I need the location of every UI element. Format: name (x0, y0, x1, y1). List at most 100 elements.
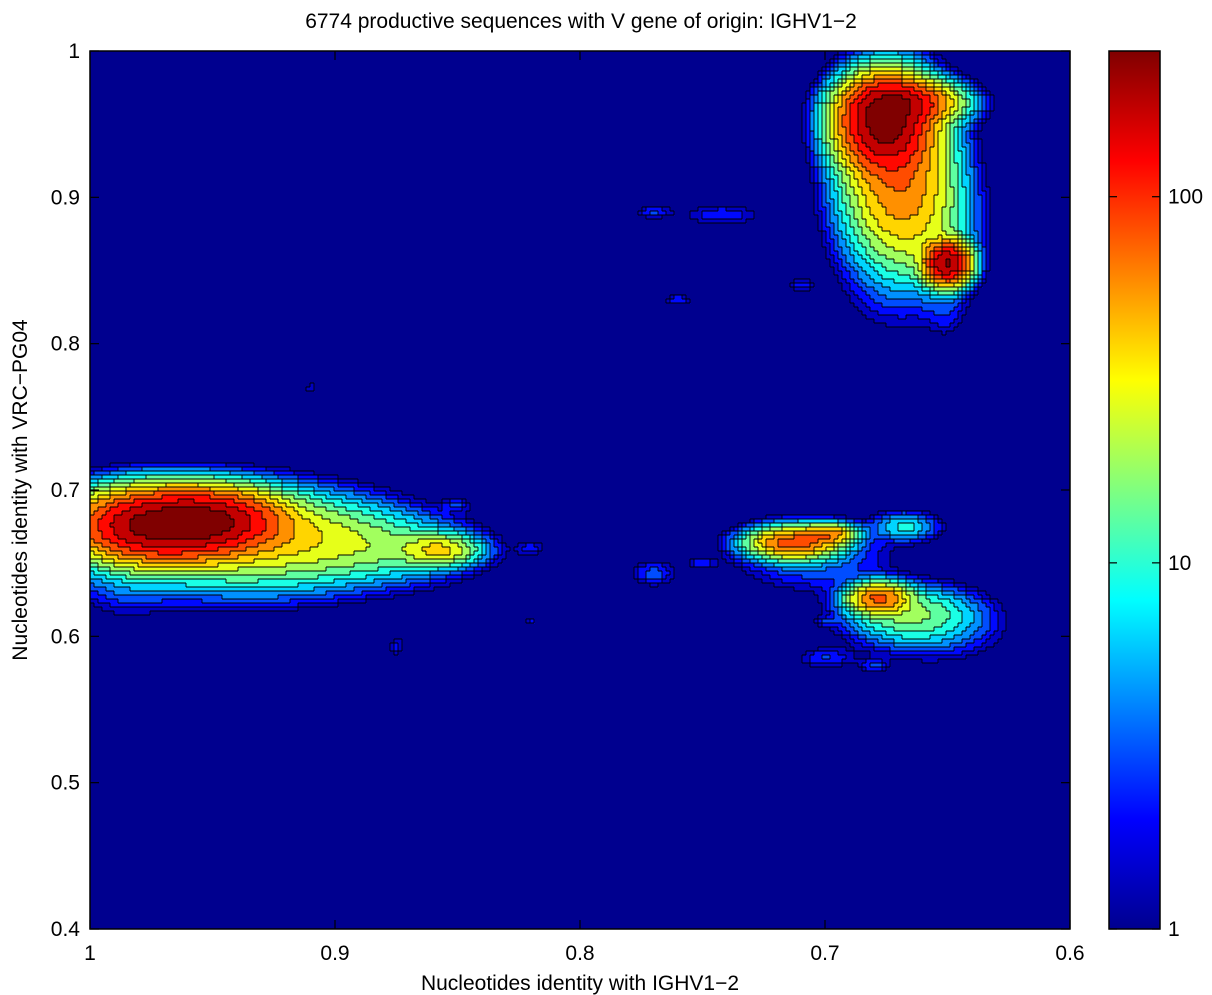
contour-band (430, 583, 451, 588)
contour-band (318, 479, 339, 484)
contour-band (474, 543, 483, 548)
contour-band (926, 607, 947, 612)
contour-band (250, 523, 267, 528)
contour-band (974, 87, 979, 92)
contour-band (470, 551, 475, 556)
contour-band (98, 495, 111, 500)
contour-band (986, 215, 991, 220)
contour-band (842, 71, 847, 76)
contour-band (854, 171, 863, 176)
contour-band (682, 295, 687, 300)
contour-band (966, 283, 971, 288)
contour-band (226, 503, 247, 508)
contour-band (378, 503, 395, 508)
contour-band (850, 195, 859, 200)
contour-band (834, 107, 839, 112)
contour-band (970, 267, 975, 272)
contour-band (866, 195, 879, 200)
contour-band (950, 279, 959, 284)
contour-band (298, 551, 355, 556)
contour-band (910, 179, 927, 184)
contour-band (942, 211, 951, 216)
contour-band (802, 107, 807, 112)
contour-band (818, 143, 823, 148)
x-tick-label: 1 (84, 942, 96, 965)
contour-band (410, 503, 423, 508)
contour-band (878, 163, 907, 168)
contour-band (818, 179, 823, 184)
contour-band (818, 107, 823, 112)
contour-band (858, 155, 867, 160)
contour-band (894, 259, 915, 264)
contour-band (854, 615, 863, 620)
contour-band (450, 571, 463, 576)
contour-band (862, 75, 875, 80)
contour-band (910, 183, 927, 188)
contour-band (298, 583, 347, 588)
contour-band (974, 215, 983, 220)
contour-band (146, 475, 215, 480)
contour-band (870, 59, 903, 64)
contour-band (878, 639, 895, 644)
contour-band (498, 547, 503, 552)
contour-band (850, 527, 855, 532)
contour-band (830, 219, 839, 224)
contour-band (962, 615, 975, 620)
contour-band (934, 143, 939, 148)
contour-band (482, 555, 491, 560)
contour-band (922, 59, 927, 64)
contour-band (882, 515, 891, 520)
contour-band (218, 563, 287, 568)
contour-band (858, 567, 883, 572)
contour-band (850, 287, 863, 292)
contour-band (970, 207, 975, 212)
contour-band (982, 267, 987, 272)
contour-band (814, 151, 819, 156)
contour-band (922, 527, 931, 532)
contour-band (810, 115, 815, 120)
contour-band (734, 539, 739, 544)
contour-band (838, 255, 847, 260)
contour-band (838, 203, 847, 208)
contour-band (922, 251, 927, 256)
contour-band (842, 155, 851, 160)
contour-band (866, 303, 883, 308)
contour-band (962, 279, 967, 284)
contour-band (794, 535, 831, 540)
contour-band (742, 551, 747, 556)
contour-band (646, 215, 663, 220)
contour-band (406, 559, 455, 564)
contour-band (974, 287, 979, 292)
contour-band (982, 179, 987, 184)
contour-band (738, 539, 743, 544)
contour-band (942, 247, 955, 252)
contour-band (974, 127, 979, 132)
contour-band (826, 235, 831, 240)
contour-band (818, 151, 823, 156)
contour-band (802, 135, 807, 140)
contour-band (962, 251, 967, 256)
contour-band (90, 539, 95, 544)
contour-band (982, 231, 987, 236)
contour-band (982, 163, 987, 168)
contour-band (382, 499, 399, 504)
contour-band (934, 195, 947, 200)
y-tick-label: 0.5 (51, 772, 80, 795)
y-tick-label: 1 (68, 40, 80, 63)
contour-band (906, 187, 927, 192)
contour-band (326, 567, 379, 572)
contour-band (822, 191, 827, 196)
contour-band (826, 159, 831, 164)
contour-band (298, 483, 319, 488)
contour-band (982, 619, 991, 624)
contour-band (838, 87, 847, 92)
contour-band (474, 539, 483, 544)
contour-band (822, 143, 827, 148)
contour-band (750, 531, 759, 536)
contour-band (846, 51, 855, 56)
contour-band (126, 487, 159, 492)
contour-band (978, 251, 983, 256)
contour-band (850, 587, 855, 592)
contour-band (846, 187, 855, 192)
contour-band (978, 267, 983, 272)
